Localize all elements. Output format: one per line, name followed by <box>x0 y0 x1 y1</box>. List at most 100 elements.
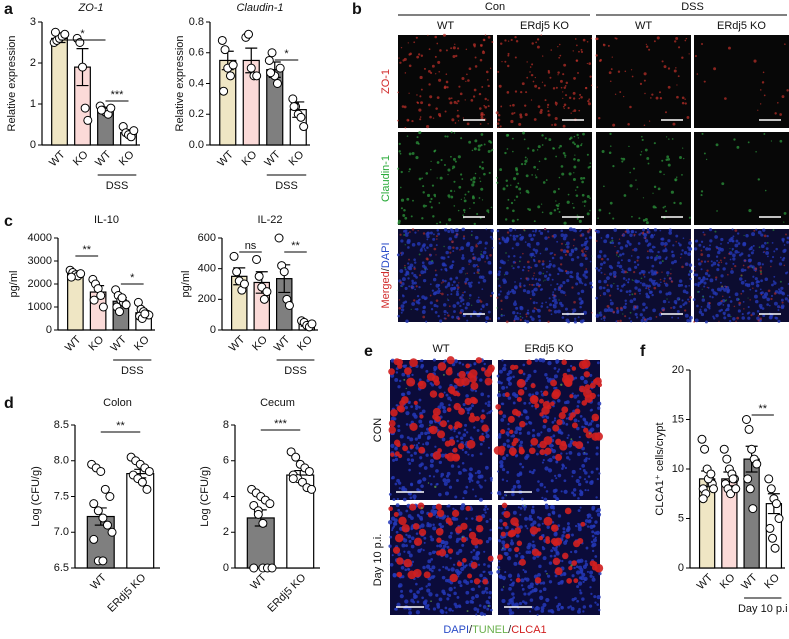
stain-signal <box>617 70 621 73</box>
stain-signal <box>646 157 650 160</box>
data-point <box>100 484 110 494</box>
stain-signal <box>502 414 507 419</box>
stain-signal <box>431 569 434 573</box>
stain-signal <box>716 259 719 262</box>
stain-signal <box>507 52 510 55</box>
stain-signal <box>475 524 484 533</box>
stain-signal <box>545 301 547 304</box>
stain-signal <box>509 290 512 293</box>
stain-signal <box>445 393 449 397</box>
group-label: DSS <box>121 365 144 377</box>
panel-label: b <box>352 1 362 18</box>
stain-signal <box>459 304 462 308</box>
data-point <box>254 271 264 281</box>
stain-signal <box>533 165 536 169</box>
stain-signal <box>722 311 726 315</box>
stain-signal <box>458 269 463 274</box>
stain-signal <box>559 54 562 57</box>
stain-signal <box>543 486 546 489</box>
stain-signal <box>504 39 507 42</box>
stain-signal <box>646 250 649 253</box>
stain-signal <box>436 161 440 164</box>
stain-signal <box>644 92 646 95</box>
stain-signal <box>504 295 509 300</box>
stain-signal <box>435 73 437 75</box>
stain-signal <box>430 197 433 201</box>
stain-signal <box>448 196 450 199</box>
stain-signal <box>420 587 424 590</box>
stain-signal <box>421 295 426 300</box>
stain-signal <box>599 267 603 270</box>
stain-signal <box>664 205 667 208</box>
stain-signal <box>405 272 408 275</box>
stain-signal <box>765 247 769 251</box>
stain-signal <box>653 271 657 276</box>
stain-signal <box>571 475 574 478</box>
stain-signal <box>452 304 457 308</box>
stain-signal <box>534 277 538 281</box>
stain-signal <box>465 277 469 282</box>
stain-signal <box>715 143 719 147</box>
data-point <box>764 474 774 484</box>
stain-signal <box>590 37 593 40</box>
stain-signal <box>420 247 423 250</box>
stain-signal <box>488 272 491 274</box>
stain-signal <box>609 241 612 244</box>
stain-signal <box>390 409 398 417</box>
stain-signal <box>390 452 395 457</box>
stain-signal <box>414 288 416 291</box>
stain-signal <box>579 589 582 592</box>
stain-signal <box>521 465 525 469</box>
data-point <box>228 60 238 70</box>
stain-signal <box>755 283 760 288</box>
stain-signal <box>551 278 554 281</box>
stain-signal <box>433 233 435 236</box>
stain-signal <box>573 165 577 169</box>
stain-signal <box>439 49 442 52</box>
stain-signal <box>544 505 549 510</box>
stain-signal <box>442 409 447 414</box>
stain-signal <box>483 508 487 512</box>
data-point <box>272 79 282 88</box>
stain-signal <box>588 457 591 460</box>
stain-signal <box>447 396 451 401</box>
stain-signal <box>419 456 423 460</box>
stain-signal <box>557 514 562 518</box>
stain-signal <box>442 478 447 483</box>
stain-signal <box>404 405 408 410</box>
stain-signal <box>424 268 426 270</box>
stain-signal <box>554 101 557 103</box>
stain-signal <box>763 234 767 238</box>
stain-signal <box>415 444 419 447</box>
stain-signal <box>718 261 720 264</box>
stain-signal <box>506 439 510 443</box>
stain-signal <box>566 522 570 526</box>
stain-signal <box>574 38 577 40</box>
stain-signal <box>506 184 509 187</box>
stain-signal <box>587 489 590 492</box>
stain-signal <box>526 260 530 264</box>
stain-signal <box>562 249 567 254</box>
stain-signal <box>537 523 541 527</box>
stain-signal <box>725 262 728 265</box>
stain-signal <box>738 301 742 305</box>
stain-signal <box>444 453 450 459</box>
stain-signal <box>518 235 520 237</box>
stain-signal <box>551 235 555 238</box>
data-point <box>765 523 775 533</box>
stain-signal <box>526 61 528 63</box>
stain-signal <box>506 444 511 448</box>
stain-signal <box>508 611 513 616</box>
stain-signal <box>454 228 459 233</box>
stain-signal <box>757 314 760 317</box>
stain-signal <box>723 256 726 259</box>
stain-signal <box>590 285 594 289</box>
stain-signal <box>562 73 565 76</box>
stain-signal <box>430 482 433 486</box>
stain-signal <box>432 475 436 478</box>
stain-signal <box>507 396 512 400</box>
stain-signal <box>655 96 659 100</box>
stain-signal <box>513 364 519 370</box>
stain-signal <box>580 299 584 303</box>
stain-signal <box>394 457 399 462</box>
